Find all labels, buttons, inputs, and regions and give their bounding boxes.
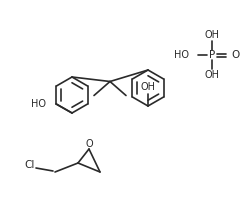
Text: P: P [208,50,214,60]
Text: Cl: Cl [25,160,35,170]
Text: HO: HO [31,99,46,109]
Text: OH: OH [204,70,219,80]
Text: OH: OH [204,30,219,40]
Text: OH: OH [140,82,155,92]
Text: HO: HO [173,50,188,60]
Text: O: O [85,139,92,149]
Text: O: O [230,50,238,60]
